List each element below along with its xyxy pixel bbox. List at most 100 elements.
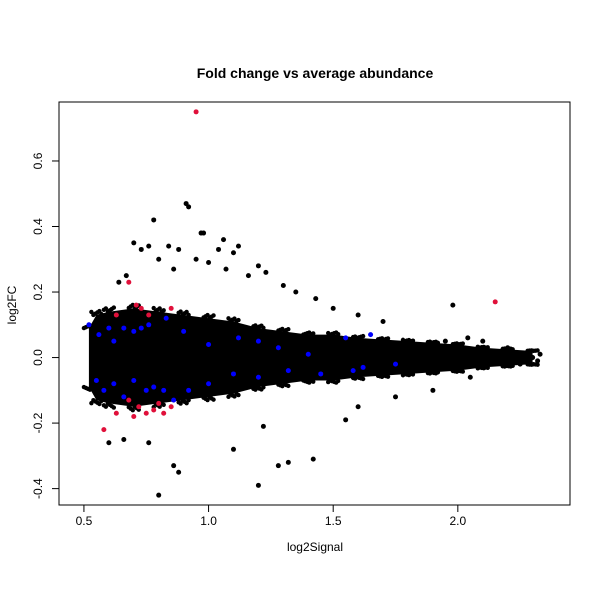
data-point-black [146, 243, 152, 249]
data-point-black [221, 237, 227, 243]
cloud-band [88, 308, 533, 407]
data-point-black [186, 204, 192, 210]
x-tick-label: 2.0 [449, 514, 466, 528]
data-point-red [126, 397, 132, 403]
data-point-blue [143, 387, 149, 393]
chart-title: Fold change vs average abundance [197, 65, 434, 81]
data-point-black [176, 469, 182, 475]
data-point-blue [360, 364, 366, 370]
data-point-blue [230, 371, 236, 377]
data-point-blue [305, 351, 311, 357]
data-point-red [101, 427, 107, 433]
data-point-black [230, 446, 236, 452]
cloud-edge-point [236, 392, 241, 398]
cloud-edge-point [311, 379, 316, 384]
y-tick-label: 0.2 [31, 283, 45, 300]
cloud-edge-point [410, 338, 416, 343]
cloud-edge-point [510, 363, 515, 369]
data-point-red [113, 312, 119, 318]
data-point-black [216, 246, 222, 252]
cloud-edge-point [460, 369, 466, 374]
data-point-black [116, 279, 122, 285]
data-point-blue [206, 381, 212, 387]
y-tick-label: 0.6 [31, 152, 45, 169]
data-point-black [106, 440, 112, 446]
data-point-black [171, 463, 177, 469]
data-point-blue [206, 341, 212, 347]
data-point-red [193, 109, 199, 115]
data-point-blue [235, 335, 241, 341]
cloud-edge-point [99, 398, 104, 404]
cloud-edge-point [535, 362, 540, 367]
y-axis: -0.4 -0.2 0.0 0.2 0.4 0.6 [31, 152, 60, 499]
y-tick-label: -0.2 [31, 412, 45, 433]
data-point-black [263, 269, 269, 275]
data-point-blue [121, 394, 127, 400]
data-point-black [293, 289, 299, 295]
data-point-black [480, 338, 486, 344]
data-point-black [430, 387, 436, 393]
data-point-black [123, 273, 129, 279]
y-tick-label: -0.4 [31, 478, 45, 499]
data-point-red [156, 400, 162, 406]
x-axis: 0.5 1.0 1.5 2.0 [76, 504, 466, 528]
data-point-black [131, 240, 137, 246]
cloud-edge-point [535, 348, 540, 353]
cloud-edge-point [211, 397, 216, 402]
data-point-red [126, 279, 132, 285]
data-point-blue [131, 328, 137, 334]
data-point-black [467, 374, 473, 380]
cloud-edge-point [385, 374, 391, 379]
data-point-black [530, 355, 536, 361]
data-point-blue [111, 381, 117, 387]
cloud-edge-point [311, 331, 316, 336]
data-point-black [151, 217, 157, 223]
data-point-red [113, 410, 119, 416]
cloud-edge-point [485, 365, 490, 370]
data-point-blue [343, 335, 349, 341]
data-point-black [537, 351, 543, 357]
data-point-black [442, 338, 448, 344]
data-point-black [245, 273, 251, 279]
cloud-edge-point [157, 306, 162, 311]
data-point-red [168, 305, 174, 311]
data-points [86, 109, 543, 498]
data-point-blue [121, 325, 127, 331]
cloud-edge-point [130, 407, 135, 413]
data-point-red [146, 312, 152, 318]
data-point-red [136, 404, 142, 410]
x-tick-label: 0.5 [76, 514, 93, 528]
data-point-black [206, 260, 212, 266]
cloud-edge-point [261, 385, 266, 390]
data-point-red [168, 404, 174, 410]
data-point-black [517, 361, 523, 367]
data-point-black [146, 440, 152, 446]
y-axis-label: log2FC [5, 285, 19, 324]
cloud-edge-point [211, 313, 216, 318]
data-point-blue [255, 338, 261, 344]
data-point-black [355, 404, 361, 410]
data-point-black [285, 459, 291, 465]
cloud-edge-point [335, 331, 341, 337]
data-point-black [176, 246, 182, 252]
data-point-black [156, 492, 162, 498]
data-point-blue [275, 345, 281, 351]
data-point-black [313, 296, 319, 302]
data-point-blue [151, 384, 157, 390]
data-point-red [492, 299, 498, 305]
data-point-red [151, 407, 157, 413]
data-point-blue [101, 387, 107, 393]
y-tick-label: 0.0 [31, 349, 45, 366]
data-point-blue [393, 361, 399, 367]
data-point-blue [350, 368, 356, 374]
cloud-edge-point [111, 305, 117, 310]
data-point-blue [318, 371, 324, 377]
cloud-edge-point [111, 405, 117, 410]
data-point-red [143, 410, 149, 416]
data-point-black [330, 305, 336, 311]
cloud-edge-point [161, 308, 166, 313]
data-point-black [223, 266, 229, 272]
cloud-edge-point [286, 383, 291, 389]
data-point-black [166, 243, 172, 249]
